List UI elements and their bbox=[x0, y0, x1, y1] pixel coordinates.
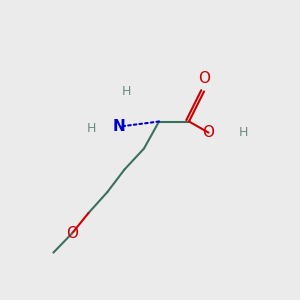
Text: N: N bbox=[113, 119, 126, 134]
Text: H: H bbox=[121, 85, 131, 98]
Text: H: H bbox=[238, 126, 248, 139]
Text: H: H bbox=[87, 122, 96, 135]
Text: O: O bbox=[66, 226, 78, 241]
Text: O: O bbox=[202, 125, 214, 140]
Text: O: O bbox=[198, 71, 210, 86]
